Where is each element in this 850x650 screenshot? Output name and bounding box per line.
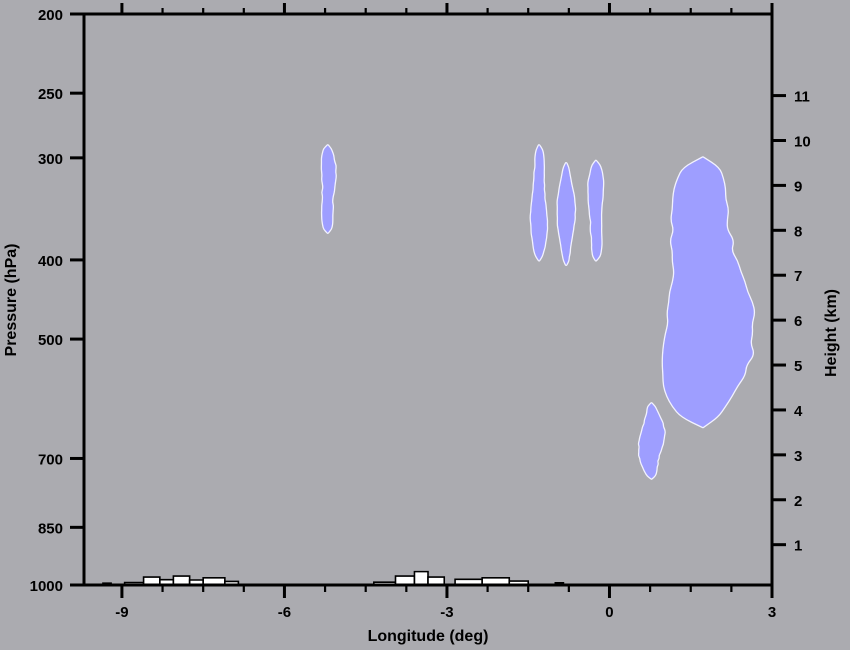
- y-tick-label: 300: [38, 151, 63, 168]
- x-axis-title: Longitude (deg): [368, 628, 489, 645]
- y-tick-label: 200: [38, 7, 63, 24]
- y-tick-label: 700: [38, 451, 63, 468]
- plot-frame: [82, 12, 774, 587]
- y2-tick-label: 10: [794, 133, 811, 150]
- y2-tick-label: 7: [794, 268, 802, 285]
- cloud-blob-center-c: [588, 160, 604, 261]
- y2-tick-label: 4: [794, 403, 803, 420]
- y-tick-label: 400: [38, 253, 63, 270]
- x-tick-label: 0: [605, 604, 613, 621]
- y2-tick-label: 2: [794, 493, 802, 510]
- axis-tick-labels: -9 -6 -3 0 3 200 250 300 400 500 700 850 1000 1 2 3 4 5 6 7…: [30, 7, 811, 621]
- y-tick-label: 250: [38, 86, 63, 103]
- y2-tick-label: 6: [794, 313, 802, 330]
- y-tick-label: 850: [38, 520, 63, 537]
- cloud-blob-west: [322, 145, 336, 233]
- y2-tick-label: 8: [794, 223, 802, 240]
- x-tick-label: -9: [115, 604, 128, 621]
- y-tick-label: 1000: [30, 578, 63, 595]
- y2-tick-label: 9: [794, 178, 802, 195]
- axis-frame: [82, 12, 774, 587]
- cloud-blob-east-main: [662, 157, 754, 428]
- cloud-blob-center-b: [557, 163, 575, 265]
- y-axis-title: Pressure (hPa): [3, 244, 20, 357]
- y2-axis-title: Height (km): [823, 289, 840, 377]
- axis-ticks: [70, 3, 786, 598]
- x-tick-label: 3: [768, 604, 776, 621]
- terrain-segment: [413, 570, 429, 586]
- y2-tick-label: 11: [794, 89, 810, 106]
- x-tick-label: -3: [440, 604, 453, 621]
- cloud-region-layer: [320, 144, 756, 480]
- y2-tick-label: 5: [794, 358, 802, 375]
- y2-tick-label: 1: [794, 538, 802, 555]
- x-tick-label: -6: [278, 604, 291, 621]
- cloud-blob-east-lobe: [639, 403, 665, 479]
- cloud-blob-center-a: [530, 145, 547, 261]
- y-tick-label: 500: [38, 332, 63, 349]
- y2-tick-label: 3: [794, 448, 802, 465]
